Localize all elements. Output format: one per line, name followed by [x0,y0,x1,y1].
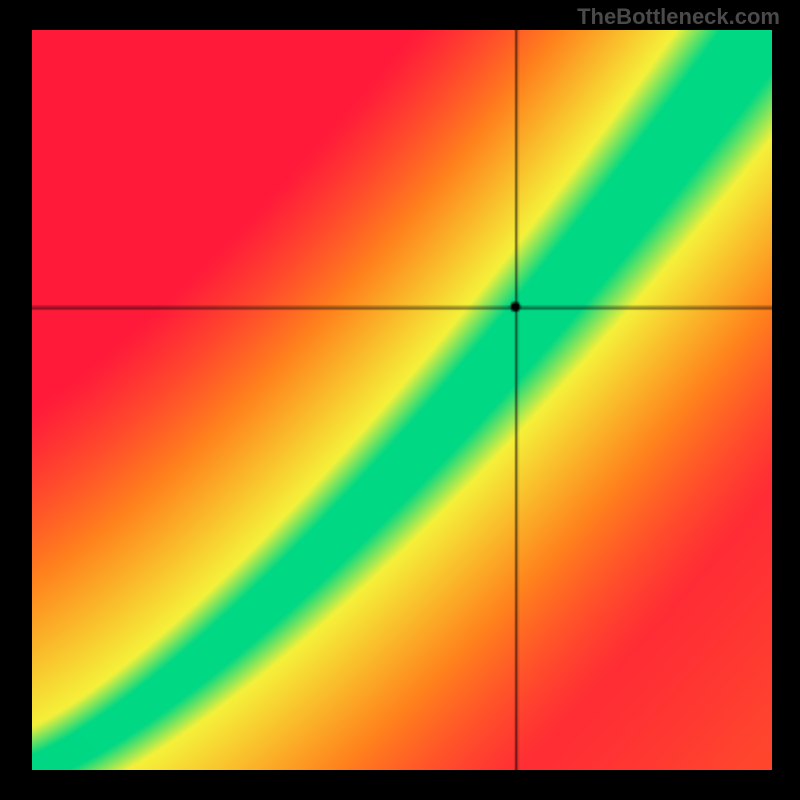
chart-container: TheBottleneck.com [0,0,800,800]
watermark-text: TheBottleneck.com [577,4,780,30]
bottleneck-heatmap [32,30,772,770]
